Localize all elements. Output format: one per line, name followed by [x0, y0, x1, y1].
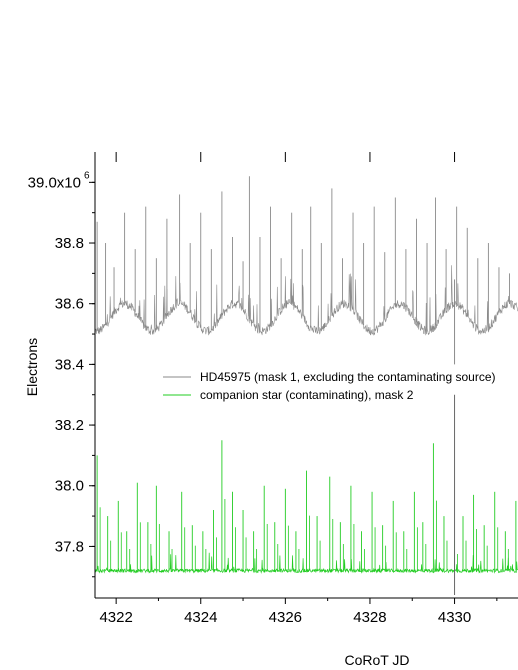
y-tick-label: 38.0: [55, 478, 84, 495]
legend: HD45975 (mask 1, excluding the contamina…: [163, 370, 496, 402]
x-tick-label: 4328: [353, 609, 386, 626]
x-tick-label: 4330: [438, 609, 471, 626]
y-exponent-power: 6: [84, 170, 90, 181]
y-axis-title: Electrons: [24, 338, 40, 396]
series-hd45975: [94, 176, 518, 336]
x-axis-ticks: 4322 4324 4326 4328 4330: [99, 152, 498, 626]
x-axis-title: CoRoT JD: [344, 652, 409, 668]
y-axis-exponent: 39.0x10 6: [28, 170, 90, 191]
y-tick-label: 38.8: [55, 235, 84, 252]
y-tick-label: 38.6: [55, 296, 84, 313]
series-line-hd45975: [94, 265, 518, 336]
y-tick-label: 37.8: [55, 538, 84, 555]
y-tick-label: 38.4: [55, 356, 84, 373]
legend-label-hd45975: HD45975 (mask 1, excluding the contamina…: [200, 370, 496, 384]
x-tick-label: 4322: [99, 609, 132, 626]
series-companion-star: [94, 440, 518, 574]
y-tick-label: 38.2: [55, 417, 84, 434]
x-tick-label: 4324: [184, 609, 217, 626]
x-tick-label: 4326: [269, 609, 302, 626]
y-axis-ticks: 37.8 38.0 38.2 38.4 38.6 38.8: [55, 181, 95, 578]
legend-label-companion: companion star (contaminating), mask 2: [200, 388, 414, 402]
y-exponent-base: 39.0x10: [28, 174, 81, 191]
